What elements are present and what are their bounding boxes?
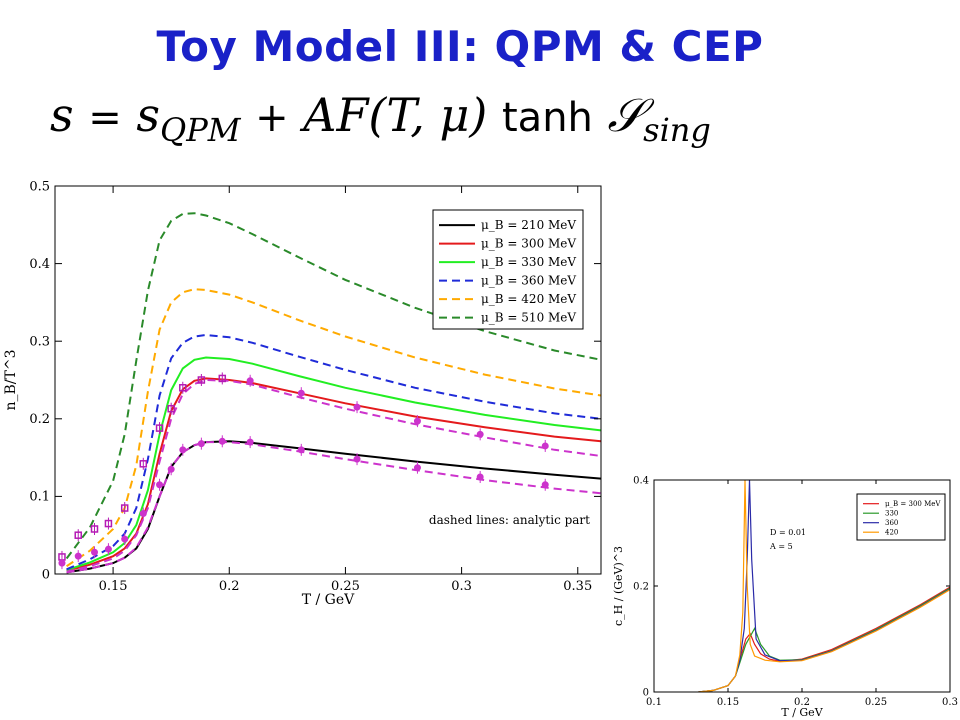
main-data-point	[90, 548, 98, 556]
main-data-point	[297, 446, 305, 454]
main-data-point	[156, 481, 164, 489]
formula-args: (T, μ)	[368, 88, 488, 142]
inset-legend-label: μ_B = 300 MeV	[885, 500, 941, 508]
main-data-point	[197, 440, 205, 448]
main-data-point	[179, 446, 187, 454]
main-data-point	[413, 464, 421, 472]
inset-xtick-label: 0.2	[794, 697, 810, 708]
main-xtick-label: 0.3	[451, 579, 472, 594]
main-data-point	[353, 455, 361, 463]
main-legend-box	[432, 209, 584, 330]
inset-legend-label: 420	[885, 529, 898, 537]
main-xtick-label: 0.15	[99, 579, 128, 594]
main-data-point	[541, 442, 549, 450]
main-ytick-label: 0.5	[29, 179, 50, 194]
main-data-point	[90, 525, 99, 533]
main-legend-label: μ_B = 360 MeV	[481, 274, 576, 288]
inset-ytick-label: 0.4	[633, 475, 649, 486]
main-data-point	[541, 481, 549, 489]
main-ytick-label: 0.3	[29, 335, 50, 350]
inset-xtick-label: 0.15	[717, 697, 739, 708]
inset-xtick-label: 0.1	[646, 697, 662, 708]
inset-annotation: D = 0.01	[770, 528, 806, 537]
main-ytick-label: 0	[42, 567, 50, 582]
main-xtick-label: 0.25	[331, 579, 360, 594]
main-series-line-1	[66, 377, 601, 572]
main-ytick-label: 0.1	[29, 490, 50, 505]
main-series-line-5	[65, 212, 601, 560]
main-series-line-6	[66, 378, 601, 573]
inset-annotation: A = 5	[769, 542, 793, 551]
inset-ytick-label: 0	[643, 687, 649, 698]
main-legend-label: μ_B = 210 MeV	[481, 218, 576, 232]
main-data-point	[155, 424, 164, 432]
inset-legend-label: 330	[885, 510, 898, 518]
main-legend-label: μ_B = 330 MeV	[481, 255, 576, 269]
main-data-point	[218, 437, 226, 445]
formula-lhs: s	[50, 88, 74, 142]
main-data-point	[139, 460, 148, 468]
formula-af: AF	[303, 88, 369, 142]
main-data-point	[120, 504, 129, 512]
main-ytick-label: 0.2	[29, 412, 50, 427]
main-data-point	[58, 559, 66, 567]
main-data-point	[246, 438, 254, 446]
main-xtick-label: 0.35	[563, 579, 592, 594]
main-data-point	[476, 430, 484, 438]
inset-series-line-0	[698, 586, 950, 692]
ch-inset-chart: 0.1 0.15 0.2 0.25 0.3 0 0.2 0.4 T / GeV c_H / (Ge…	[612, 475, 958, 719]
main-data-point	[413, 417, 421, 425]
nb-over-t3-chart: 0.15 0.2 0.25 0.3 0.35 0 0.1 0.2 0.3 0.4 0.5 T / Ge…	[3, 179, 602, 608]
inset-plot-area	[698, 480, 950, 692]
main-data-point	[167, 465, 175, 473]
formula-plus: +	[255, 95, 289, 141]
main-data-point	[353, 403, 361, 411]
main-frame	[54, 185, 602, 575]
inset-xtick-label: 0.3	[942, 697, 958, 708]
formula-sub-sing: sing	[643, 111, 711, 149]
entropy-formula: s = sQPM + AF(T, μ) tanh 𝒮sing	[50, 88, 711, 149]
main-data-point	[139, 509, 147, 517]
main-data-point	[74, 552, 82, 560]
main-legend: μ_B = 210 MeV μ_B = 300 MeV μ_B = 330 MeV μ…	[432, 209, 584, 330]
main-legend-label: μ_B = 510 MeV	[481, 311, 576, 325]
main-data-point	[179, 384, 187, 392]
inset-xtick-label: 0.25	[865, 697, 887, 708]
formula-eq: =	[88, 95, 122, 141]
main-data-point	[167, 404, 175, 413]
inset-series-line-1	[698, 587, 950, 692]
inset-legend-label: 360	[885, 519, 898, 527]
main-data-point	[104, 519, 113, 528]
formula-tanh: tanh	[502, 95, 593, 141]
formula-s: s	[136, 88, 160, 142]
main-legend-label: μ_B = 300 MeV	[481, 237, 576, 251]
main-ytick-label: 0.4	[29, 257, 50, 272]
main-xtick-label: 0.2	[219, 579, 240, 594]
main-legend-label: μ_B = 420 MeV	[481, 292, 576, 306]
main-ylabel: n_B/T^3	[3, 350, 19, 411]
main-data-point	[74, 531, 82, 539]
main-data-point	[218, 374, 227, 383]
main-annotation: dashed lines: analytic part	[429, 513, 590, 527]
main-data-point	[297, 389, 305, 397]
main-data-point	[246, 377, 254, 385]
main-data-point	[197, 376, 206, 384]
formula-S: 𝒮	[607, 88, 644, 142]
main-data-point	[121, 535, 129, 543]
main-data-point	[104, 545, 112, 553]
slide-title: Toy Model III: QPM & CEP	[156, 22, 764, 71]
main-data-point	[476, 473, 484, 481]
main-xlabel: T / GeV	[302, 592, 355, 608]
inset-series-line-3	[698, 480, 950, 692]
inset-ytick-label: 0.2	[633, 581, 649, 592]
inset-ylabel: c_H / (GeV)^3	[612, 546, 625, 626]
main-plot-area	[58, 212, 601, 574]
inset-xlabel: T / GeV	[781, 706, 823, 719]
formula-sub-qpm: QPM	[159, 111, 241, 149]
